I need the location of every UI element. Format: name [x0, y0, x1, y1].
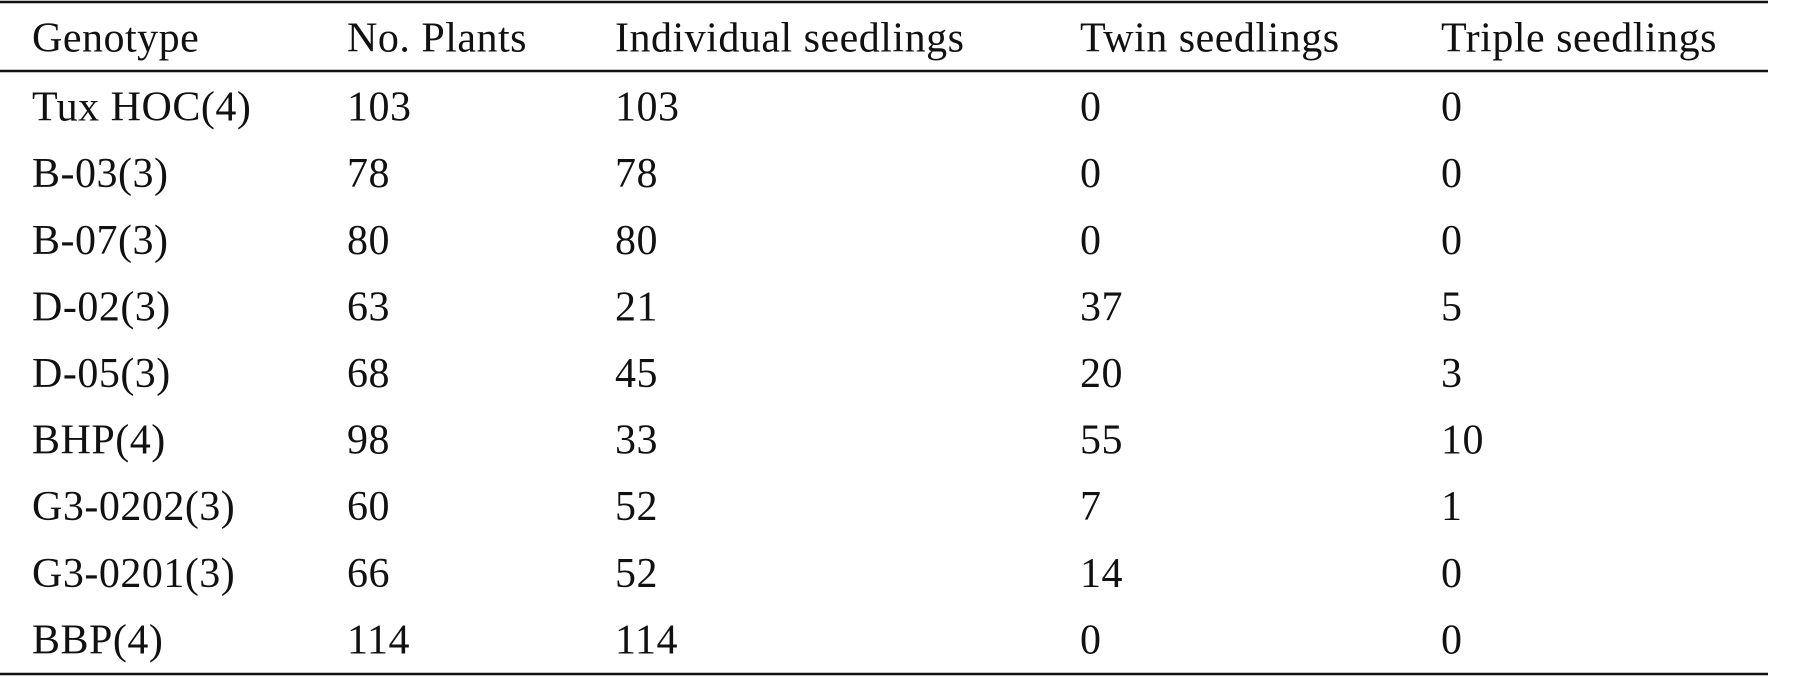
- cell: 1: [1441, 484, 1463, 530]
- cell: 52: [615, 551, 658, 597]
- cell: 14: [1080, 551, 1123, 597]
- header-cell: No. Plants: [347, 16, 527, 62]
- cell: 98: [347, 418, 390, 464]
- cell: 33: [615, 418, 658, 464]
- cell: G3-0202(3): [32, 484, 235, 530]
- cell: 80: [615, 218, 658, 264]
- cell: 114: [615, 617, 678, 663]
- cell: 3: [1441, 351, 1463, 397]
- cell: 0: [1080, 85, 1102, 131]
- cell: 0: [1441, 551, 1463, 597]
- cell: 103: [347, 85, 412, 131]
- header-cell: Triple seedlings: [1441, 16, 1717, 62]
- cell: 0: [1080, 218, 1102, 264]
- cell: Tux HOC(4): [32, 85, 251, 131]
- cell: 78: [347, 151, 390, 197]
- cell: 55: [1080, 418, 1123, 464]
- cell: 103: [615, 85, 680, 131]
- header-cell: Genotype: [32, 16, 199, 62]
- cell: 5: [1441, 284, 1463, 330]
- cell: B-03(3): [32, 151, 168, 197]
- cell: 0: [1441, 151, 1463, 197]
- cell: 7: [1080, 484, 1102, 530]
- cell: 0: [1080, 617, 1102, 663]
- cell: 0: [1080, 151, 1102, 197]
- cell: 114: [347, 617, 410, 663]
- cell: G3-0201(3): [32, 551, 235, 597]
- header-cell: Twin seedlings: [1080, 16, 1340, 62]
- cell: BBP(4): [32, 617, 163, 663]
- cell: 0: [1441, 85, 1463, 131]
- cell: 0: [1441, 218, 1463, 264]
- cell: 66: [347, 551, 390, 597]
- cell: 37: [1080, 284, 1123, 330]
- header-cell: Individual seedlings: [615, 16, 964, 62]
- cell: 63: [347, 284, 390, 330]
- cell: 0: [1441, 617, 1463, 663]
- cell: BHP(4): [32, 418, 166, 464]
- cell: 20: [1080, 351, 1123, 397]
- cell: 21: [615, 284, 658, 330]
- cell: 45: [615, 351, 658, 397]
- cell: 52: [615, 484, 658, 530]
- cell: D-02(3): [32, 284, 171, 330]
- cell: D-05(3): [32, 351, 171, 397]
- cell: 80: [347, 218, 390, 264]
- cell: 78: [615, 151, 658, 197]
- cell: 10: [1441, 418, 1484, 464]
- cell: B-07(3): [32, 218, 168, 264]
- cell: 68: [347, 351, 390, 397]
- cell: 60: [347, 484, 390, 530]
